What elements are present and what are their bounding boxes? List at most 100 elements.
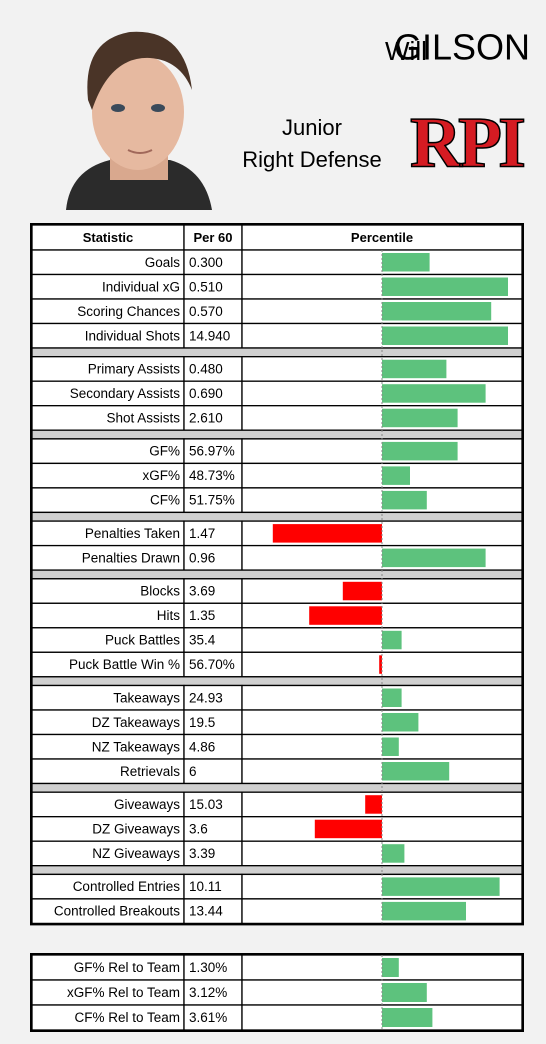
stat-label: Penalties Taken [85, 526, 180, 541]
percentile-bar [342, 581, 382, 601]
per60-value: 56.97% [189, 444, 235, 459]
table-cell [183, 651, 243, 678]
stat-label: Retrievals [120, 764, 180, 779]
table-cell [183, 816, 243, 842]
percentile-bar [382, 737, 399, 756]
table-cell [183, 954, 243, 981]
percentile-bar [382, 490, 427, 510]
percentile-bar [309, 606, 382, 625]
stat-label: Controlled Entries [73, 879, 181, 894]
table-cell [183, 627, 243, 653]
percentile-bar [365, 795, 382, 814]
per60-value: 0.510 [189, 279, 223, 294]
per60-value: 24.93 [189, 690, 223, 705]
percentile-bar [382, 713, 419, 732]
stat-label: Goals [145, 255, 181, 270]
table-cell [31, 356, 185, 382]
table-cell [183, 840, 243, 867]
percentile-bar [382, 441, 458, 461]
per60-value: 0.96 [189, 550, 215, 565]
per60-value: 56.70% [189, 657, 235, 672]
stat-label: Puck Battles [105, 633, 180, 648]
column-header: Statistic [83, 230, 134, 245]
per60-value: 3.69 [189, 584, 215, 599]
stat-label: Puck Battle Win % [69, 657, 180, 672]
player-year: Junior [282, 115, 342, 140]
per60-value: 6 [189, 764, 197, 779]
stat-label: xGF% [142, 468, 180, 483]
table-cell [183, 249, 243, 276]
per60-value: 13.44 [189, 904, 223, 919]
group-separator [31, 429, 523, 440]
percentile-bar [382, 958, 399, 977]
percentile-bar [382, 466, 410, 485]
table-cell [31, 979, 185, 1006]
percentile-bar [382, 253, 430, 272]
percentile-bar [382, 762, 450, 781]
table-cell [183, 487, 243, 514]
percentile-bar [382, 302, 492, 321]
per60-value: 3.39 [189, 846, 215, 861]
per60-value: 0.690 [189, 386, 223, 401]
per60-value: 1.35 [189, 608, 215, 623]
per60-value: 4.86 [189, 739, 215, 754]
group-separator [31, 676, 523, 687]
group-separator [31, 865, 523, 876]
team-logo: RPI [410, 103, 524, 183]
stat-label: CF% [150, 493, 180, 508]
table-cell [183, 1004, 243, 1031]
stat-label: Controlled Breakouts [54, 904, 180, 919]
percentile-bar [314, 819, 382, 839]
table-cell [183, 356, 243, 382]
table-cell [183, 684, 243, 711]
per60-value: 15.03 [189, 797, 223, 812]
per60-value: 0.570 [189, 304, 223, 319]
table-cell [31, 602, 185, 629]
table-border [30, 953, 524, 1032]
stat-label: Hits [157, 608, 180, 623]
stat-label: CF% Rel to Team [74, 1010, 180, 1025]
percentile-bar [272, 524, 382, 543]
stat-label: Primary Assists [88, 362, 181, 377]
percentile-bar [382, 277, 508, 296]
group-separator [31, 569, 523, 580]
per60-value: 3.61% [189, 1010, 227, 1025]
percentile-bar [382, 688, 402, 707]
table-cell [183, 380, 243, 407]
per60-value: 2.610 [189, 411, 223, 426]
stat-label: NZ Takeaways [92, 739, 181, 754]
per60-value: 0.300 [189, 255, 223, 270]
stat-label: Shot Assists [106, 411, 180, 426]
first-name: Will [385, 36, 427, 66]
stat-label: xGF% Rel to Team [67, 985, 180, 1000]
column-header: Percentile [351, 230, 413, 245]
stat-label: Individual Shots [85, 328, 181, 343]
percentile-bar [379, 655, 382, 674]
percentile-bar [382, 877, 500, 896]
tables: Statistic Per 60 Percentile Goals 0.300 Indiv… [30, 223, 524, 1032]
table-cell [183, 733, 243, 760]
per60-value: 10.11 [189, 879, 222, 894]
percentile-bar [382, 1008, 433, 1027]
percentile-bar [382, 630, 402, 650]
stat-label: Individual xG [102, 279, 180, 294]
group-separator [31, 347, 523, 358]
stat-label: DZ Giveaways [92, 822, 180, 837]
group-separator [31, 782, 523, 793]
per60-value: 1.30% [189, 960, 227, 975]
stat-label: GF% Rel to Team [74, 960, 180, 975]
stat-label: Penalties Drawn [82, 550, 180, 565]
percentile-bar [382, 359, 447, 379]
per60-value: 3.12% [189, 985, 227, 1000]
per60-value: 19.5 [189, 715, 215, 730]
table-cell [183, 438, 243, 465]
table-cell [183, 898, 243, 925]
per60-value: 1.47 [189, 526, 215, 541]
per60-value: 14.940 [189, 328, 230, 343]
table-cell [183, 873, 243, 900]
table-cell [31, 840, 185, 867]
stat-label: GF% [149, 444, 180, 459]
table-cell [31, 684, 185, 711]
stat-label: DZ Takeaways [92, 715, 181, 730]
